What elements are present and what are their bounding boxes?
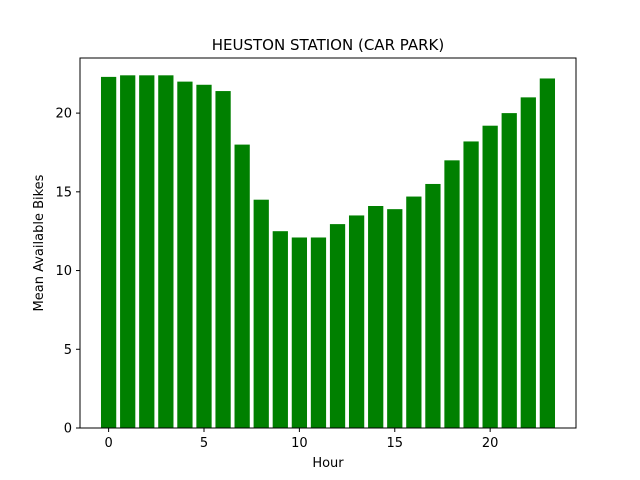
plot-frame [79, 57, 577, 429]
bar-hour-13 [348, 215, 365, 428]
y-axis-label: Mean Available Bikes [32, 174, 47, 311]
bar-hour-6 [215, 91, 231, 428]
y-tick-label: 0 [64, 422, 72, 437]
y-tick-label: 5 [64, 343, 72, 358]
bar-hour-9 [272, 231, 288, 428]
bar-hour-14 [368, 206, 384, 428]
x-axis-label: Hour [312, 456, 344, 471]
y-tick-label: 15 [55, 185, 72, 200]
bar-hour-10 [291, 237, 308, 428]
bar-hour-15 [387, 209, 403, 428]
bar-hour-7 [234, 144, 250, 428]
bar-hour-20 [482, 125, 498, 428]
bar-hour-16 [406, 196, 422, 428]
x-tick-label: 0 [104, 436, 112, 451]
bar-hour-5 [196, 84, 212, 429]
bar-hour-11 [310, 237, 327, 428]
bar-hour-21 [501, 113, 517, 429]
bar-hour-18 [444, 160, 460, 428]
bar-hour-22 [520, 97, 536, 429]
bars-group [100, 75, 556, 429]
bar-hour-4 [177, 81, 193, 429]
bar-hour-17 [425, 183, 441, 428]
bar-hour-23 [539, 78, 556, 428]
bar-hour-3 [158, 75, 174, 428]
bar-hour-8 [253, 199, 269, 428]
bar-hour-1 [120, 75, 136, 428]
bar-hour-2 [139, 75, 155, 428]
x-tick-label: 15 [386, 436, 403, 451]
x-tick-label: 20 [482, 436, 499, 451]
bar-hour-12 [329, 224, 346, 428]
bar-hour-19 [463, 141, 479, 428]
chart-title: HEUSTON STATION (CAR PARK) [212, 36, 444, 54]
bar-hour-0 [100, 76, 117, 428]
y-tick-label: 20 [55, 107, 72, 122]
y-axis-ticks: 0 5 10 15 20 [55, 107, 80, 437]
y-tick-label: 10 [55, 264, 72, 279]
x-tick-label: 5 [200, 436, 208, 451]
x-axis-ticks: 0 5 10 15 20 [104, 428, 498, 451]
x-tick-label: 10 [291, 436, 308, 451]
